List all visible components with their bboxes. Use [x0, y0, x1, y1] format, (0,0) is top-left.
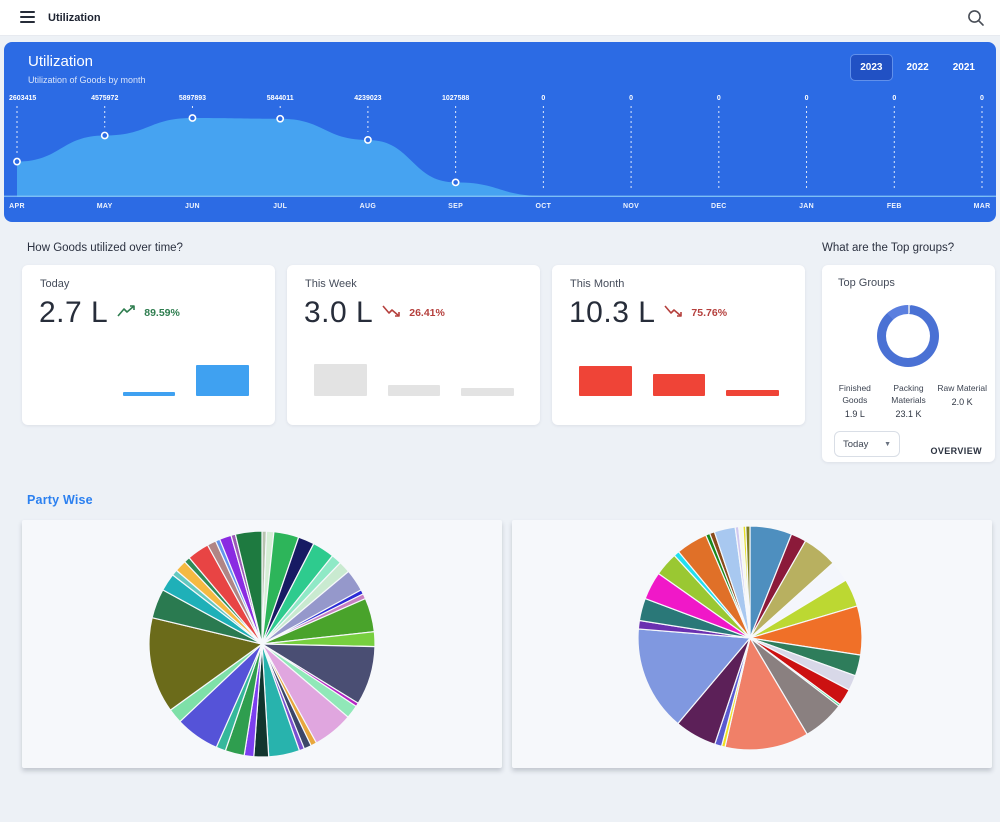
data-point — [100, 131, 109, 140]
year-button-2022[interactable]: 2022 — [906, 62, 929, 73]
pie-slice — [234, 530, 263, 645]
value-label: 0 — [980, 95, 984, 102]
period-dropdown[interactable]: Today ▼ — [834, 431, 900, 457]
month-label: MAY — [96, 203, 113, 210]
stat-value: 3.0 L — [304, 296, 374, 329]
overview-link[interactable]: OVERVIEW — [930, 446, 982, 456]
value-label: 4575972 — [91, 95, 119, 102]
utilization-area-chart — [4, 106, 996, 197]
month-label: SEP — [448, 203, 464, 210]
top-groups-title: Top Groups — [838, 277, 895, 289]
value-label: 0 — [804, 95, 809, 102]
value-label: 0 — [629, 95, 634, 102]
stat-value: 10.3 L — [569, 296, 656, 329]
mini-bar — [652, 374, 706, 396]
month-label: FEB — [886, 203, 902, 210]
trend-down-icon — [382, 304, 401, 323]
value-label: 5897893 — [178, 95, 207, 102]
stat-card-this-week: This Week 3.0 L 26.41% — [287, 265, 540, 425]
top-app-bar: Utilization — [0, 0, 1000, 36]
pie-slice — [745, 525, 751, 639]
value-label: 4239023 — [354, 95, 382, 102]
banner-subtitle: Utilization of Goods by month — [28, 75, 146, 85]
month-label: NOV — [623, 203, 640, 210]
stat-card-this-month: This Month 10.3 L 75.76% — [552, 265, 805, 425]
chevron-down-icon: ▼ — [884, 440, 891, 448]
mini-bar — [387, 385, 441, 396]
value-label: 2603415 — [9, 95, 37, 102]
data-point — [364, 136, 372, 144]
pie-slice — [637, 628, 752, 725]
menu-icon[interactable] — [20, 11, 35, 24]
trend-up-icon — [117, 304, 136, 323]
party-wise-pie-card-right — [512, 520, 992, 768]
mini-bar — [314, 364, 367, 396]
page-title: Utilization — [48, 12, 101, 24]
value-label: 1027588 — [441, 95, 470, 102]
stat-percent: 26.41% — [409, 307, 445, 319]
chart-baseline — [4, 195, 996, 197]
mini-bar-chart — [49, 360, 250, 396]
legend-item-finished-goods: Finished Goods 1.9 L — [838, 383, 871, 419]
value-label: 0 — [892, 95, 897, 102]
party-wise-pie-chart-left — [148, 530, 376, 758]
mini-bar — [579, 366, 632, 396]
pie-slice — [148, 616, 264, 711]
stat-card-title: This Week — [305, 278, 357, 290]
month-label: OCT — [535, 203, 552, 210]
search-icon[interactable] — [966, 8, 986, 28]
mini-bar — [726, 390, 780, 396]
data-point — [188, 114, 197, 122]
stat-percent: 75.76% — [691, 307, 728, 319]
mini-bar-chart — [314, 360, 515, 396]
section-title-time: How Goods utilized over time? — [27, 242, 183, 254]
utilization-banner-card: Utilization Utilization of Goods by mont… — [4, 42, 996, 222]
stat-card-today: Today 2.7 L 89.59% — [22, 265, 275, 425]
year-button-2021[interactable]: 2021 — [952, 62, 975, 73]
year-filter-group: 2023 2022 2021 — [851, 55, 984, 80]
value-label: 0 — [716, 95, 721, 102]
value-label: 5844011 — [266, 95, 294, 102]
section-title-groups: What are the Top groups? — [822, 242, 955, 254]
mini-bar — [122, 392, 176, 396]
year-button-2023[interactable]: 2023 — [851, 55, 892, 80]
legend-item-raw-material: Raw Material 2.0 K — [937, 383, 987, 407]
banner-title: Utilization — [28, 53, 94, 70]
legend-item-packing-materials: Packing Materials 23.1 K — [891, 383, 926, 419]
month-label: JUN — [185, 203, 200, 210]
month-label: JAN — [799, 203, 814, 210]
stat-card-title: This Month — [570, 278, 625, 290]
top-groups-card: Top Groups Finished Goods 1.9 L Packing … — [822, 265, 995, 462]
month-label: AUG — [359, 203, 377, 210]
month-label: APR — [9, 203, 25, 210]
trend-down-icon — [664, 304, 683, 323]
mini-bar-chart — [579, 360, 780, 396]
mini-bar — [461, 388, 515, 396]
party-wise-pie-card-left — [22, 520, 502, 768]
value-label: 0 — [541, 95, 546, 102]
party-wise-pie-chart-right — [637, 525, 863, 751]
pie-slice — [724, 636, 808, 751]
data-point — [13, 157, 21, 166]
area-series — [17, 118, 996, 197]
section-title-party-wise: Party Wise — [27, 493, 93, 507]
mini-bar — [196, 365, 250, 396]
stat-percent: 89.59% — [144, 307, 180, 319]
top-groups-donut-chart — [877, 305, 939, 367]
month-label: MAR — [973, 203, 991, 210]
data-point — [451, 178, 460, 187]
stat-value: 2.7 L — [39, 296, 109, 329]
stat-card-title: Today — [40, 278, 70, 290]
top-groups-legend: Finished Goods 1.9 L Packing Materials 2… — [828, 383, 989, 420]
data-point — [276, 114, 285, 123]
month-label: JUL — [273, 203, 288, 210]
month-label: DEC — [710, 203, 727, 210]
